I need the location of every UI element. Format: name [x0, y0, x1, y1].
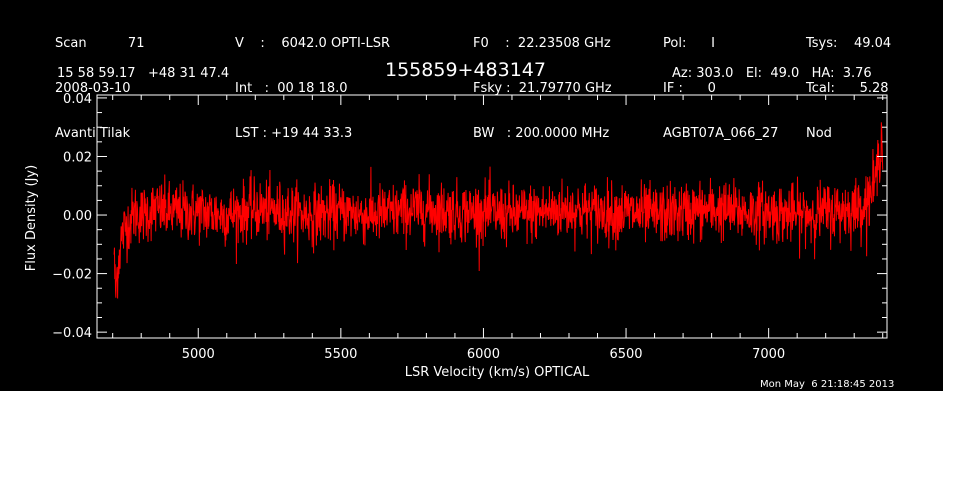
header-col4: Pol: I IF : 0 AGBT07A_066_27: [663, 6, 778, 171]
plot-timestamp: Mon May 6 21:18:45 2013: [760, 379, 895, 390]
y-axis-label: Flux Density (Jy): [24, 165, 39, 271]
plot-panel: Scan 71 2008-03-10 Avanti Tilak V : 6042…: [0, 0, 943, 391]
az-el-ha: Az: 303.0 El: 49.0 HA: 3.76: [672, 66, 872, 81]
scan-number: Scan 71: [55, 36, 145, 51]
y-tick-label: 0.02: [63, 150, 92, 165]
source-name: 155859+483147: [385, 59, 546, 81]
y-tick-label: −0.04: [52, 326, 92, 341]
x-tick-label: 5500: [324, 347, 357, 362]
y-tick-label: 0.00: [63, 209, 92, 224]
y-tick-label: −0.02: [52, 268, 92, 283]
x-tick-label: 6000: [467, 347, 500, 362]
coordinates: 15 58 59.17 +48 31 47.4: [57, 66, 230, 81]
header-col5: Tsys: 49.04 Tcal: 5.28 Nod: [806, 6, 891, 171]
x-tick-label: 6500: [609, 347, 642, 362]
lst-info: LST : +19 44 33.3: [235, 126, 353, 141]
header-col1: Scan 71 2008-03-10 Avanti Tilak: [55, 6, 144, 171]
velocity-info: V : 6042.0 OPTI-LSR: [235, 36, 391, 51]
if-number: IF : 0: [663, 81, 716, 96]
observation-date: 2008-03-10: [55, 81, 131, 96]
rest-frequency: F0 : 22.23508 GHz: [473, 36, 611, 51]
x-tick-label: 7000: [752, 347, 785, 362]
sky-frequency: Fsky : 21.79770 GHz: [473, 81, 612, 96]
project-id: AGBT07A_066_27: [663, 126, 779, 141]
tsys: Tsys: 49.04: [806, 36, 892, 51]
polarization: Pol: I: [663, 36, 715, 51]
proc-type: Nod: [806, 126, 832, 141]
x-axis-label: LSR Velocity (km/s) OPTICAL: [405, 365, 590, 380]
x-tick-label: 5000: [182, 347, 215, 362]
header-col2: V : 6042.0 OPTI-LSR Int : 00 18 18.0 LST…: [235, 6, 390, 171]
spectrum-series-line: [113, 122, 884, 299]
integration-time: Int : 00 18 18.0: [235, 81, 348, 96]
header-col3: F0 : 22.23508 GHz Fsky : 21.79770 GHz BW…: [473, 6, 612, 171]
y-tick-label: 0.04: [63, 92, 92, 107]
observer-name: Avanti Tilak: [55, 126, 131, 141]
tcal: Tcal: 5.28: [806, 81, 889, 96]
bandwidth: BW : 200.0000 MHz: [473, 126, 610, 141]
plot-frame: [96, 94, 888, 339]
spectrum-chart: 5000 5500 6000 6500 7000 −0.04 −0.02 0.00 0.02 0.…: [24, 92, 888, 380]
